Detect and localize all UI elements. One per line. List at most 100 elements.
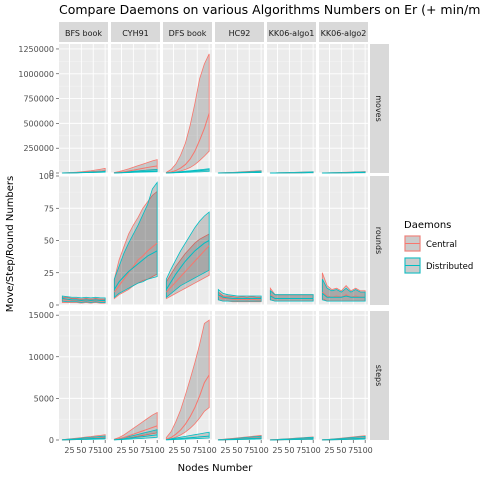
x-tick-label: 100 <box>306 446 321 455</box>
central-line <box>113 242 158 293</box>
facet-strip-rounds <box>370 176 389 305</box>
legend-item-distributed: Distributed <box>404 257 473 274</box>
central-line <box>62 299 106 302</box>
distributed-line <box>270 295 314 300</box>
distributed-line <box>113 250 158 290</box>
distributed-line <box>218 294 262 300</box>
x-tick-label: 100 <box>98 446 113 455</box>
chart-title: Compare Daemons on various Algorithms Nu… <box>59 2 480 17</box>
y-tick-label: 0 <box>49 301 54 310</box>
y-tick-label: 100 <box>39 172 54 181</box>
distributed-line <box>62 437 106 441</box>
facet-strip-label-bfs-book: BFS book <box>65 29 102 38</box>
x-tick-label: 75 <box>140 446 150 455</box>
x-tick-label: 100 <box>150 446 165 455</box>
panel-rounds-dfs-book <box>163 175 212 306</box>
panel-background <box>267 44 316 173</box>
x-tick-label: 75 <box>192 446 202 455</box>
distributed-ribbon <box>165 431 210 441</box>
panel-background <box>111 44 160 173</box>
x-tick-label: 50 <box>232 446 242 455</box>
panel-rounds-hc92 <box>215 175 264 306</box>
panel-moves-cyh91 <box>111 44 160 174</box>
y-tick-label: 0 <box>49 169 54 178</box>
panel-moves-bfs-book <box>59 44 108 174</box>
y-tick-label: 500000 <box>23 119 54 128</box>
facet-strip-label-kk06-algo1: KK06-algo1 <box>269 29 315 38</box>
panel-background <box>163 311 212 440</box>
panel-background <box>111 311 160 440</box>
facet-strip-dfs-book <box>163 22 212 42</box>
y-tick-label: 10000 <box>29 353 54 362</box>
facet-strip-kk06-algo2 <box>319 22 368 42</box>
y-tick-label: 1000000 <box>18 70 54 79</box>
x-tick-label: 25 <box>168 446 178 455</box>
panel-steps-dfs-book <box>163 311 212 441</box>
x-tick-label: 100 <box>202 446 217 455</box>
facet-strip-label-rounds: rounds <box>374 227 383 254</box>
x-tick-label: 50 <box>284 446 294 455</box>
facet-strip-bfs-book <box>59 22 108 42</box>
panel-background <box>215 311 264 440</box>
facet-strip-label-cyh91: CYH91 <box>122 29 149 38</box>
central-ribbon <box>165 319 210 441</box>
panel-moves-kk06-algo2 <box>319 44 368 174</box>
legend-item-central: Central <box>404 235 457 252</box>
distributed-line <box>270 438 314 441</box>
legend: Daemons Central Distributed <box>404 220 473 274</box>
facet-strip-hc92 <box>215 22 264 42</box>
legend-label: Central <box>426 240 457 250</box>
panel-rounds-bfs-book <box>59 175 108 306</box>
y-tick-label: 15000 <box>29 311 54 320</box>
distributed-line <box>114 434 158 441</box>
x-tick-label: 50 <box>76 446 86 455</box>
panel-background <box>59 311 108 440</box>
panel-rounds-cyh91 <box>111 175 160 306</box>
x-tick-label: 50 <box>336 446 346 455</box>
central-ribbon <box>165 233 210 300</box>
panel-steps-kk06-algo2 <box>319 311 368 441</box>
panel-moves-dfs-book <box>163 44 212 174</box>
panel-background <box>319 44 368 173</box>
y-tick-label: 0 <box>49 436 54 445</box>
x-tick-label: 100 <box>254 446 269 455</box>
distributed-line <box>322 293 366 298</box>
central-line <box>114 425 158 441</box>
legend-title: Daemons <box>404 220 451 231</box>
x-tick-label: 75 <box>244 446 254 455</box>
panel-moves-hc92 <box>215 44 264 174</box>
distributed-ribbon <box>113 429 158 441</box>
facet-strip-steps <box>370 311 389 440</box>
y-axis-title: Move/Step/Round Numbers <box>5 176 16 313</box>
x-tick-label: 100 <box>358 446 373 455</box>
distributed-line <box>270 171 314 174</box>
distributed-ribbon <box>165 211 210 299</box>
distributed-line <box>322 437 366 441</box>
x-tick-label: 25 <box>116 446 126 455</box>
distributed-line <box>62 298 106 301</box>
x-tick-label: 25 <box>64 446 74 455</box>
distributed-line <box>62 171 106 174</box>
x-tick-label: 25 <box>272 446 282 455</box>
y-tick-label: 75 <box>44 204 54 213</box>
y-tick-label: 1250000 <box>18 45 54 54</box>
panel-background <box>59 44 108 173</box>
distributed-line <box>166 169 210 174</box>
y-tick-label: 5000 <box>34 394 54 403</box>
panel-steps-bfs-book <box>59 311 108 441</box>
x-tick-label: 25 <box>324 446 334 455</box>
central-line <box>166 113 210 174</box>
facet-strip-cyh91 <box>111 22 160 42</box>
x-axis-title: Nodes Number <box>178 463 254 474</box>
facet-panels: BFS book CYH91 DFS book HC92 KK06-algo1 KK06-… <box>18 22 389 455</box>
facet-strip-label-hc92: HC92 <box>229 29 251 38</box>
facet-strip-label-moves: moves <box>374 95 383 122</box>
distributed-line <box>166 435 210 441</box>
distributed-line <box>218 171 262 174</box>
y-tick-label: 25 <box>44 269 54 278</box>
panel-background <box>215 44 264 173</box>
panel-background <box>267 311 316 440</box>
panel-steps-hc92 <box>215 311 264 441</box>
central-line <box>218 295 262 301</box>
x-tick-label: 50 <box>128 446 138 455</box>
